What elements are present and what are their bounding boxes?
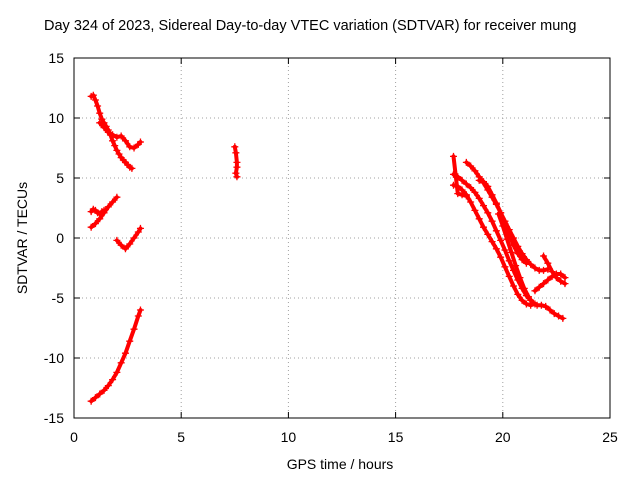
data-points [88, 92, 569, 405]
y-tick-label: 10 [48, 110, 64, 126]
grid [74, 58, 610, 418]
x-tick-label: 15 [388, 429, 404, 445]
series-arc-b [96, 119, 144, 151]
y-tick-label: 5 [56, 170, 64, 186]
x-tick-label: 25 [602, 429, 618, 445]
chart-canvas: 0 5 10 15 20 25 -15 -10 -5 0 5 10 15 [0, 0, 640, 480]
series-arc-e [113, 225, 144, 252]
point-trail [91, 310, 140, 401]
y-tick-label: -15 [44, 410, 64, 426]
y-axis-label: SDTVAR / TECUs [14, 182, 30, 294]
y-tick-label: 15 [48, 50, 64, 66]
x-tick-label: 0 [70, 429, 78, 445]
x-tick-label: 10 [281, 429, 297, 445]
y-tick-label: -10 [44, 350, 64, 366]
x-tick-label: 5 [177, 429, 185, 445]
x-axis-label: GPS time / hours [0, 456, 640, 472]
point-trail [91, 209, 104, 214]
series-arc-f [88, 307, 144, 405]
x-tick-label: 20 [495, 429, 511, 445]
series-arc-g [231, 143, 240, 180]
y-tick-label: 0 [56, 230, 64, 246]
point-trail [235, 147, 237, 177]
y-tick-label: -5 [52, 290, 65, 306]
